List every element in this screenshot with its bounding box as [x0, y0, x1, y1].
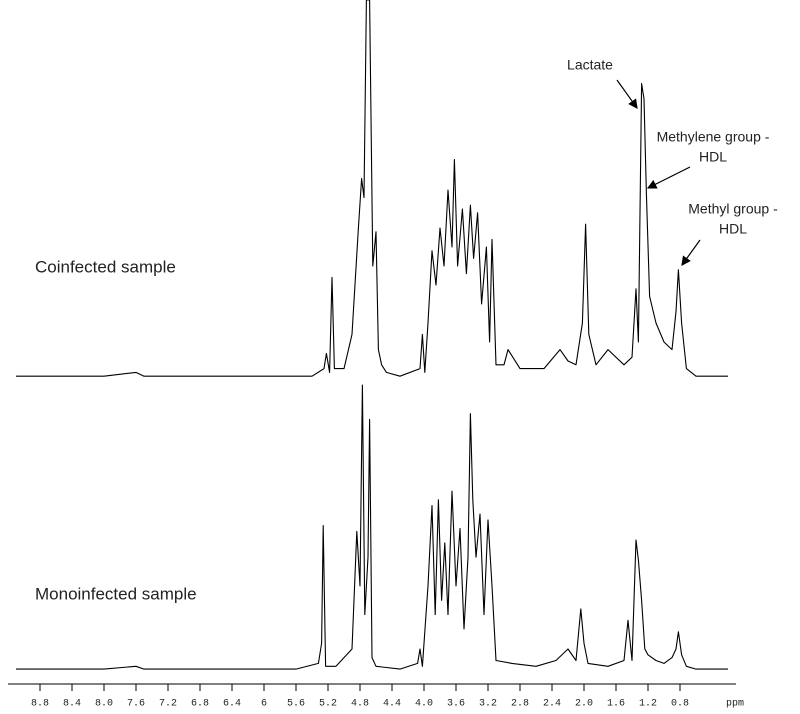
x-tick-label: 5.2: [319, 699, 337, 710]
x-tick-label: 4.8: [351, 699, 369, 710]
x-axis-label: ppm: [726, 699, 744, 710]
annotation-text: Methylene group -: [657, 129, 770, 145]
annotation-text: Methyl group -: [688, 201, 778, 217]
x-tick-label: 7.6: [127, 699, 145, 710]
x-tick-label: 5.6: [287, 699, 305, 710]
x-tick-label: 7.2: [159, 699, 177, 710]
spectrum-line: [16, 384, 728, 670]
annotation-text: HDL: [699, 149, 727, 165]
x-tick-label: 6: [261, 699, 267, 710]
x-tick-label: 3.6: [447, 699, 465, 710]
x-tick-label: 2.4: [543, 699, 561, 710]
x-tick-label: 4.0: [415, 699, 433, 710]
x-tick-label: 2.0: [575, 699, 593, 710]
spectrum-line: [16, 0, 728, 377]
x-tick-label: 8.8: [31, 699, 49, 710]
x-tick-label: 3.2: [479, 699, 497, 710]
sample-label: Monoinfected sample: [35, 584, 197, 603]
x-tick-label: 0.8: [671, 699, 689, 710]
annotation-text: Lactate: [567, 57, 613, 73]
annotation-arrow: [646, 166, 691, 189]
x-tick-label: 8.4: [63, 699, 81, 710]
annotation-text: HDL: [719, 221, 747, 237]
x-tick-label: 4.4: [383, 699, 401, 710]
sample-label: Coinfected sample: [35, 257, 176, 276]
annotation-arrow: [616, 79, 638, 109]
annotation-arrow: [681, 239, 701, 266]
x-tick-label: 2.8: [511, 699, 529, 710]
x-tick-label: 1.6: [607, 699, 625, 710]
x-tick-label: 1.2: [639, 699, 657, 710]
x-tick-label: 6.8: [191, 699, 209, 710]
x-tick-label: 6.4: [223, 699, 241, 710]
x-tick-label: 8.0: [95, 699, 113, 710]
